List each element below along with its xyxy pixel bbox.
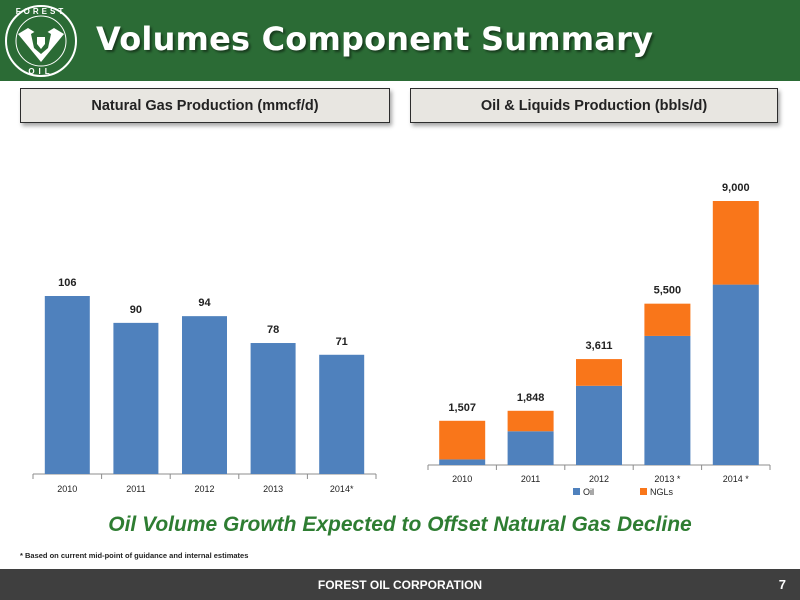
oil-liquids-chart: 1,507 2010 1,848 2011 3,611 2012 5,500 2013 * 9,… <box>427 182 771 497</box>
oil-total-label: 1,507 <box>448 402 476 414</box>
natural-gas-subhead: Natural Gas Production (mmcf/d) <box>20 88 390 123</box>
oil-x-tick-label: 2012 <box>589 474 609 484</box>
gas-data-label: 94 <box>198 297 211 309</box>
gas-data-label: 71 <box>336 336 348 348</box>
oil-x-tick-label: 2013 * <box>654 474 681 484</box>
gas-x-tick-label: 2012 <box>194 484 214 494</box>
oil-x-tick-label: 2011 <box>521 474 540 484</box>
legend-swatch-ngls <box>640 488 647 495</box>
legend-swatch-oil <box>573 488 580 495</box>
oil-total-label: 1,848 <box>517 392 545 404</box>
header-bar: FOREST OIL Volumes Component Summary <box>0 0 800 81</box>
oil-liquids-subhead: Oil & Liquids Production (bbls/d) <box>410 88 778 123</box>
page-number: 7 <box>778 577 786 592</box>
gas-bar-2011 <box>113 322 159 474</box>
page-title: Volumes Component Summary <box>96 20 654 58</box>
legend-label-oil: Oil <box>583 487 594 497</box>
oil-total-label: 3,611 <box>586 340 613 352</box>
oil-bar-segment <box>644 335 691 465</box>
footer-bar: FOREST OIL CORPORATION 7 <box>0 569 800 600</box>
oil-total-label: 5,500 <box>654 285 682 297</box>
gas-bar-2013 <box>250 343 296 474</box>
oil-x-tick-label: 2010 <box>452 474 472 484</box>
natural-gas-chart: 106 2010 90 2011 94 2012 78 2013 71 2014* <box>32 277 377 494</box>
gas-x-tick-label: 2011 <box>126 484 145 494</box>
oil-x-tick-label: 2014 * <box>723 474 750 484</box>
gas-bar-2014 <box>319 354 365 474</box>
company-name: FOREST OIL CORPORATION <box>317 578 483 592</box>
ngls-bar-segment <box>507 410 554 432</box>
gas-x-tick-label: 2010 <box>57 484 77 494</box>
oil-total-label: 9,000 <box>722 182 750 194</box>
gas-x-tick-label: 2013 <box>263 484 283 494</box>
legend-label-ngls: NGLs <box>650 487 674 497</box>
svg-text:FOREST: FOREST <box>16 7 66 16</box>
gas-bar-2010 <box>44 296 90 474</box>
oil-bar-segment <box>507 431 554 465</box>
gas-data-label: 90 <box>130 304 142 316</box>
gas-x-tick-label: 2014* <box>330 484 354 494</box>
tagline: Oil Volume Growth Expected to Offset Nat… <box>108 513 692 536</box>
svg-text:OIL: OIL <box>28 67 53 76</box>
gas-bar-2012 <box>182 316 227 474</box>
ngls-bar-segment <box>712 201 759 285</box>
gas-data-label: 106 <box>58 277 76 289</box>
gas-data-label: 78 <box>267 324 279 336</box>
forest-oil-logo: FOREST OIL <box>5 5 77 77</box>
ngls-bar-segment <box>644 303 691 336</box>
oil-bar-segment <box>576 385 622 465</box>
oil-bar-segment <box>712 284 759 465</box>
ngls-bar-segment <box>576 359 622 386</box>
oil-bar-segment <box>439 459 486 465</box>
footnote: * Based on current mid-point of guidance… <box>20 551 249 560</box>
ngls-bar-segment <box>439 420 486 460</box>
